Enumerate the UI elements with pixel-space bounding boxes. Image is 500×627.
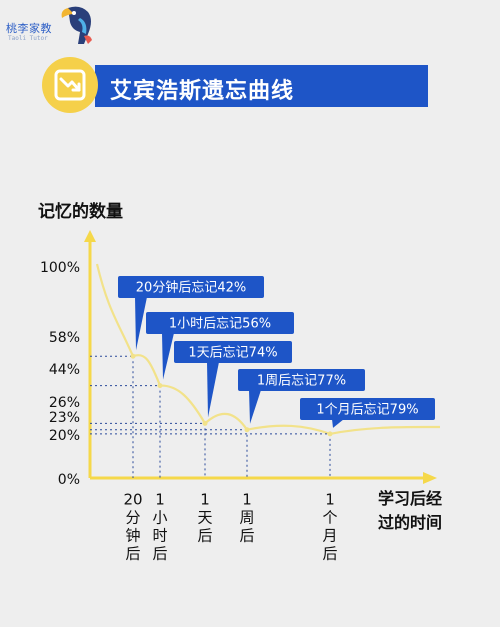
- x-tick-label: 月: [322, 527, 337, 545]
- callout-bubble: [118, 276, 264, 298]
- x-axis-arrow: [423, 472, 437, 484]
- callout-pointer: [162, 333, 174, 380]
- data-point: [130, 353, 136, 359]
- data-point: [202, 420, 208, 426]
- y-tick-label: 44%: [49, 362, 80, 378]
- x-tick-label: 时: [152, 527, 167, 545]
- logo-subtitle: Taoli Tutor: [8, 35, 48, 42]
- callout-pointer: [332, 419, 344, 428]
- y-tick-label: 0%: [58, 472, 80, 488]
- toucan-icon: [61, 6, 92, 44]
- data-point: [327, 431, 333, 437]
- callout-label: 1小时后忘记56%: [169, 317, 271, 332]
- data-point: [244, 427, 250, 433]
- x-axis-title-line: 学习后经: [378, 489, 443, 508]
- callout-label: 1个月后忘记79%: [316, 403, 418, 418]
- x-tick-label: 1: [242, 491, 252, 509]
- callout-pointer: [135, 297, 147, 351]
- x-tick-label: 分: [125, 509, 140, 527]
- x-tick-label: 小: [152, 509, 167, 527]
- x-tick-label: 周: [239, 509, 254, 527]
- y-tick-label: 23%: [49, 410, 80, 426]
- y-axis-title: 记忆的数量: [38, 202, 123, 222]
- brand-logo: 桃李家教 Taoli Tutor: [2, 2, 94, 46]
- callout-bubble: [146, 312, 294, 334]
- x-tick-label: 1: [200, 491, 210, 509]
- logo-name: 桃李家教: [6, 22, 52, 35]
- callout-bubble: [174, 341, 292, 363]
- callout-label: 1天后忘记74%: [188, 346, 277, 361]
- x-axis-title: 学习后经 过的时间: [378, 487, 442, 535]
- y-tick-label: 26%: [49, 395, 80, 411]
- callout-pointer: [207, 362, 219, 418]
- x-tick-label: 1: [325, 491, 335, 509]
- y-tick-label: 58%: [49, 330, 80, 346]
- page-title: 艾宾浩斯遗忘曲线: [110, 79, 295, 104]
- x-tick-label: 天: [197, 509, 212, 527]
- x-tick-label: 个: [322, 509, 337, 527]
- y-axis-arrow: [84, 230, 96, 242]
- x-tick-label: 后: [322, 545, 337, 563]
- x-tick-label: 后: [239, 527, 254, 545]
- callout-pointer: [249, 390, 261, 424]
- callout-label: 20分钟后忘记42%: [136, 280, 246, 296]
- data-point: [157, 383, 163, 389]
- callout-label: 1周后忘记77%: [257, 374, 346, 389]
- title-banner: [95, 65, 428, 107]
- chart-down-icon: [40, 55, 100, 115]
- callout-bubble: [238, 369, 365, 391]
- x-tick-label: 20: [123, 491, 142, 509]
- x-tick-label: 后: [152, 545, 167, 563]
- y-tick-label: 20%: [49, 428, 80, 444]
- x-axis-title-line: 过的时间: [378, 513, 443, 532]
- x-tick-label: 后: [125, 545, 140, 563]
- y-tick-label: 100%: [40, 260, 80, 276]
- x-tick-label: 1: [155, 491, 165, 509]
- x-tick-label: 钟: [125, 527, 140, 545]
- x-tick-label: 后: [197, 527, 212, 545]
- callout-bubble: [300, 398, 435, 420]
